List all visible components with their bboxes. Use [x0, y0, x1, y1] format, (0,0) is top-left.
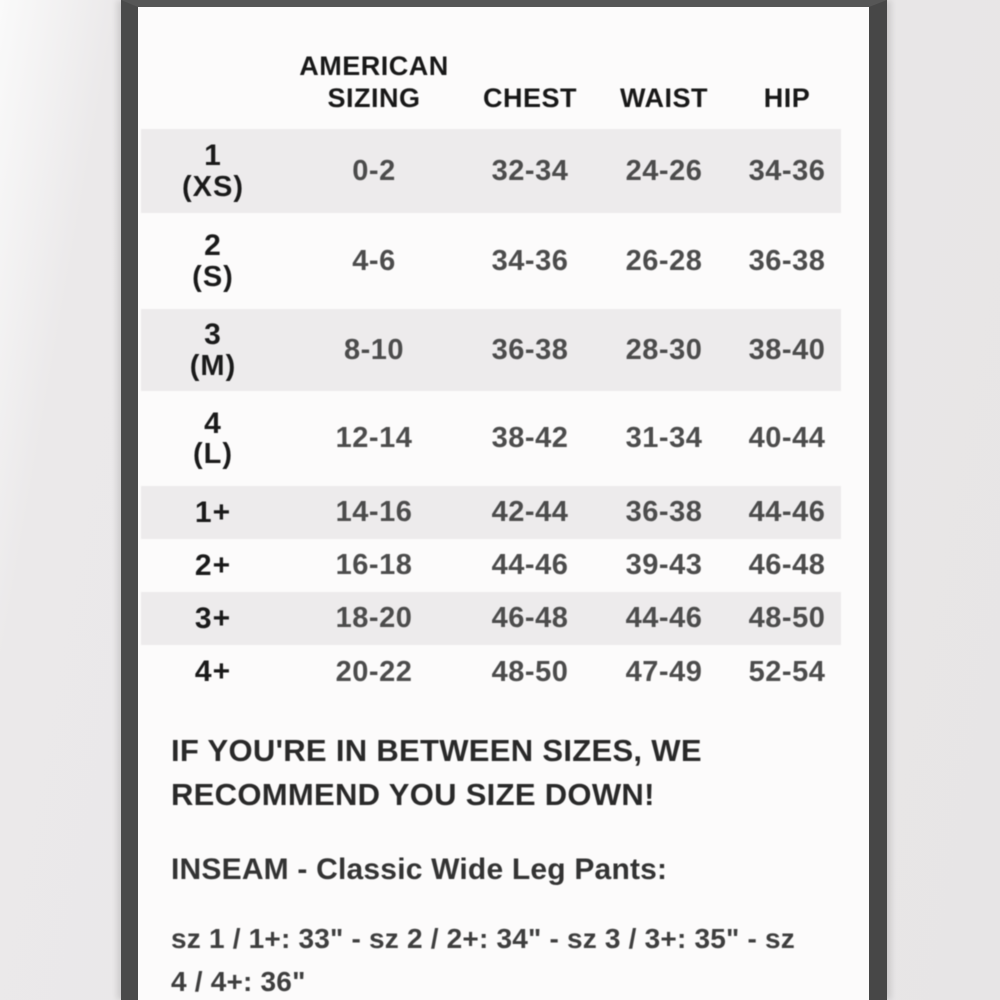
size-number: 3+ [194, 601, 232, 635]
american-sizing-value: 20-22 [335, 655, 413, 688]
inseam-detail: sz 1 / 1+: 33" - sz 2 / 2+: 34" - sz 3 /… [171, 917, 829, 1000]
size-label: 2 (S) [138, 230, 288, 291]
size-label: 3 (M) [138, 319, 288, 380]
size-number: 1+ [194, 495, 232, 529]
size-label: 1+ [138, 497, 288, 528]
column-header-hip: HIP [763, 83, 811, 114]
size-letter: (L) [192, 438, 234, 471]
chest-value: 46-48 [491, 602, 569, 634]
size-number: 4+ [194, 655, 232, 689]
column-header-size-spacer [138, 115, 288, 129]
size-letter: (XS) [182, 170, 244, 203]
american-sizing-value: 12-14 [335, 422, 413, 454]
american-sizing-value: 14-16 [335, 496, 413, 528]
between-sizes-note: IF YOU'RE IN BETWEEN SIZES, WE RECOMMEND… [171, 729, 829, 817]
table-row-size-2plus: 2+ 16-18 44-46 39-43 46-48 [138, 539, 869, 592]
hip-value: 36-38 [748, 244, 826, 277]
hip-value: 48-50 [748, 602, 826, 634]
waist-value: 44-46 [625, 602, 703, 634]
size-letter: (S) [192, 260, 234, 293]
size-number: 4 [204, 406, 222, 440]
waist-value: 28-30 [625, 333, 703, 366]
american-sizing-value: 4-6 [352, 244, 396, 277]
chest-value: 38-42 [491, 422, 569, 454]
size-label: 4+ [138, 656, 288, 687]
table-row-size-1-xs: 1 (XS) 0-2 32-34 24-26 34-36 [138, 129, 869, 213]
chest-value: 42-44 [491, 496, 569, 528]
chest-value: 48-50 [491, 655, 569, 688]
waist-value: 39-43 [625, 549, 703, 581]
table-row-size-3-m: 3 (M) 8-10 36-38 28-30 38-40 [138, 309, 869, 391]
waist-value: 36-38 [625, 496, 703, 528]
size-label: 3+ [138, 603, 288, 634]
waist-value: 26-28 [625, 244, 703, 277]
size-letter: (M) [189, 349, 237, 382]
hip-value: 46-48 [748, 549, 826, 581]
table-row-size-1plus: 1+ 14-16 42-44 36-38 44-46 [138, 486, 869, 539]
table-row-size-3plus: 3+ 18-20 46-48 44-46 48-50 [138, 592, 869, 645]
american-sizing-value: 8-10 [343, 333, 405, 366]
column-header-waist: WAIST [620, 83, 708, 114]
size-number: 1 [204, 139, 222, 173]
size-number: 2+ [194, 548, 232, 582]
hip-value: 52-54 [748, 655, 826, 688]
hip-value: 44-46 [748, 496, 826, 528]
chest-value: 44-46 [491, 549, 569, 581]
waist-value: 47-49 [625, 655, 703, 688]
table-row-size-4-l: 4 (L) 12-14 38-42 31-34 40-44 [138, 391, 869, 486]
waist-value: 24-26 [625, 154, 703, 187]
american-sizing-value: 16-18 [335, 549, 413, 581]
table-row-size-4plus: 4+ 20-22 48-50 47-49 52-54 [138, 645, 869, 699]
hip-value: 34-36 [748, 154, 826, 187]
column-header-american-sizing: AMERICAN SIZING [299, 51, 449, 114]
between-sizes-note-line1: IF YOU'RE IN BETWEEN SIZES, WE [171, 733, 702, 768]
inseam-detail-line1: sz 1 / 1+: 33" - sz 2 / 2+: 34" - sz 3 /… [171, 923, 795, 955]
inseam-title: INSEAM - Classic Wide Leg Pants: [171, 853, 668, 887]
chest-value: 36-38 [491, 333, 569, 366]
chest-value: 34-36 [491, 244, 569, 277]
inseam-detail-line2: 4 / 4+: 36" [171, 966, 306, 998]
size-label: 4 (L) [138, 408, 288, 469]
size-label: 1 (XS) [138, 140, 288, 201]
notes-section: IF YOU'RE IN BETWEEN SIZES, WE RECOMMEND… [138, 699, 869, 1000]
size-chart-content: AMERICAN SIZING CHEST WAIST HIP 1 (XS) 0-… [138, 7, 869, 1000]
size-number: 2 [204, 229, 222, 263]
between-sizes-note-line2: RECOMMEND YOU SIZE DOWN! [171, 777, 655, 813]
size-number: 3 [204, 318, 222, 352]
hip-value: 40-44 [748, 422, 826, 454]
table-row-size-2-s: 2 (S) 4-6 34-36 26-28 36-38 [138, 213, 869, 309]
column-header-chest: CHEST [482, 83, 577, 114]
hip-value: 38-40 [748, 333, 826, 366]
table-header-row: AMERICAN SIZING CHEST WAIST HIP [138, 7, 869, 129]
size-label: 2+ [138, 550, 288, 581]
american-sizing-value: 0-2 [352, 154, 396, 187]
american-sizing-value: 18-20 [335, 602, 413, 634]
size-chart-card: AMERICAN SIZING CHEST WAIST HIP 1 (XS) 0-… [121, 0, 887, 1000]
chest-value: 32-34 [491, 154, 569, 187]
waist-value: 31-34 [625, 422, 703, 454]
